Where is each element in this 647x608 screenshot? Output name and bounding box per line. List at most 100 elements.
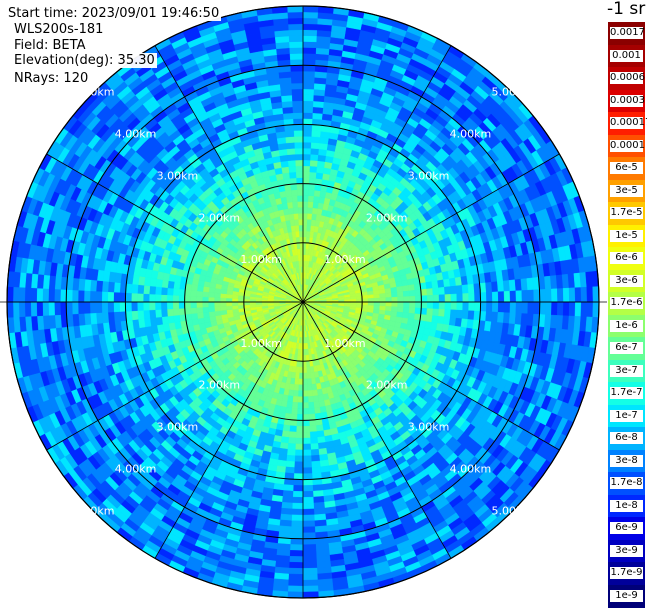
beta-cell xyxy=(311,142,320,149)
beta-cell xyxy=(196,296,202,302)
beta-cell xyxy=(303,118,313,124)
beta-cell xyxy=(303,527,315,533)
beta-cell xyxy=(303,456,311,462)
beta-cell xyxy=(279,520,291,527)
beta-cell xyxy=(509,280,516,291)
beta-cell xyxy=(295,225,299,231)
beta-cell xyxy=(292,396,298,402)
beta-cell xyxy=(457,302,463,310)
beta-cell xyxy=(232,305,238,309)
beta-cell xyxy=(292,515,303,521)
beta-cell xyxy=(522,290,528,302)
beta-cell xyxy=(433,302,439,309)
beta-cell xyxy=(108,312,115,323)
beta-cell xyxy=(356,302,362,305)
beta-cell xyxy=(303,130,312,136)
beta-cell xyxy=(179,302,185,309)
beta-cell xyxy=(313,496,324,503)
beta-cell xyxy=(408,284,415,290)
beta-cell xyxy=(299,379,303,385)
beta-cell xyxy=(168,281,175,289)
beta-cell xyxy=(173,282,180,289)
beta-cell xyxy=(161,309,167,317)
beta-cell xyxy=(437,316,444,324)
beta-cell xyxy=(202,307,208,313)
beta-cell xyxy=(503,313,510,324)
beta-cell xyxy=(309,420,316,426)
beta-cell xyxy=(312,467,321,474)
beta-cell xyxy=(137,302,143,311)
beta-cell xyxy=(208,302,214,307)
beta-cell xyxy=(299,225,303,231)
beta-cell xyxy=(317,167,325,174)
beta-cell xyxy=(486,312,493,322)
beta-cell xyxy=(185,302,191,308)
beta-cell xyxy=(191,313,198,319)
beta-cell xyxy=(303,172,310,178)
beta-cell xyxy=(303,166,310,172)
beta-cell xyxy=(303,83,314,89)
beta-cell xyxy=(463,302,469,311)
beta-cell xyxy=(303,473,312,479)
beta-cell xyxy=(498,302,504,313)
beta-cell xyxy=(291,521,303,527)
beta-cell xyxy=(293,390,298,396)
beta-cell xyxy=(288,154,296,160)
beta-cell xyxy=(173,302,179,309)
beta-cell xyxy=(279,526,291,533)
beta-cell xyxy=(504,302,510,313)
beta-cell xyxy=(161,287,167,295)
beta-cell xyxy=(438,287,444,295)
beta-cell xyxy=(480,292,486,302)
beta-cell xyxy=(522,302,528,314)
beta-cell xyxy=(303,521,315,527)
beta-cell xyxy=(303,213,308,219)
beta-cell xyxy=(280,514,292,521)
beta-cell xyxy=(303,503,314,509)
beta-cell xyxy=(294,384,299,390)
beta-cell xyxy=(314,83,326,90)
beta-cell xyxy=(463,293,469,302)
beta-cell xyxy=(143,310,150,319)
beta-cell xyxy=(226,298,232,302)
beta-cell xyxy=(362,299,368,302)
beta-cell xyxy=(310,172,317,178)
beta-cell xyxy=(296,166,303,172)
beta-cell xyxy=(90,302,96,313)
beta-cell xyxy=(362,295,368,299)
beta-cell xyxy=(444,309,450,317)
beta-cell xyxy=(368,295,374,299)
beta-cell xyxy=(521,278,528,290)
beta-cell xyxy=(415,302,421,308)
beta-cell xyxy=(310,443,318,449)
beta-cell xyxy=(456,310,463,319)
beta-cell xyxy=(303,101,314,107)
beta-cell xyxy=(84,279,91,291)
beta-cell xyxy=(96,280,103,291)
beta-cell xyxy=(398,302,404,307)
beta-cell xyxy=(303,544,316,550)
beta-cell xyxy=(303,178,310,184)
beta-cell xyxy=(300,355,303,361)
beta-cell xyxy=(300,361,303,367)
beta-cell xyxy=(527,278,534,290)
beta-cell xyxy=(432,316,439,324)
beta-cell xyxy=(137,285,144,294)
beta-cell xyxy=(102,312,109,323)
beta-cell xyxy=(303,373,307,379)
beta-cell xyxy=(303,113,313,119)
beta-cell xyxy=(72,278,79,290)
beta-cell xyxy=(310,160,318,166)
beta-cell xyxy=(510,291,516,302)
beta-cell xyxy=(191,296,197,302)
beta-cell xyxy=(293,118,303,124)
beta-cell xyxy=(221,310,227,315)
beta-cell xyxy=(314,407,320,414)
beta-cell xyxy=(403,291,409,297)
beta-cell xyxy=(108,292,114,302)
beta-cell xyxy=(283,172,290,179)
beta-cell xyxy=(315,71,327,78)
beta-cell xyxy=(298,391,303,397)
beta-cell xyxy=(497,312,504,323)
beta-cell xyxy=(291,190,297,196)
